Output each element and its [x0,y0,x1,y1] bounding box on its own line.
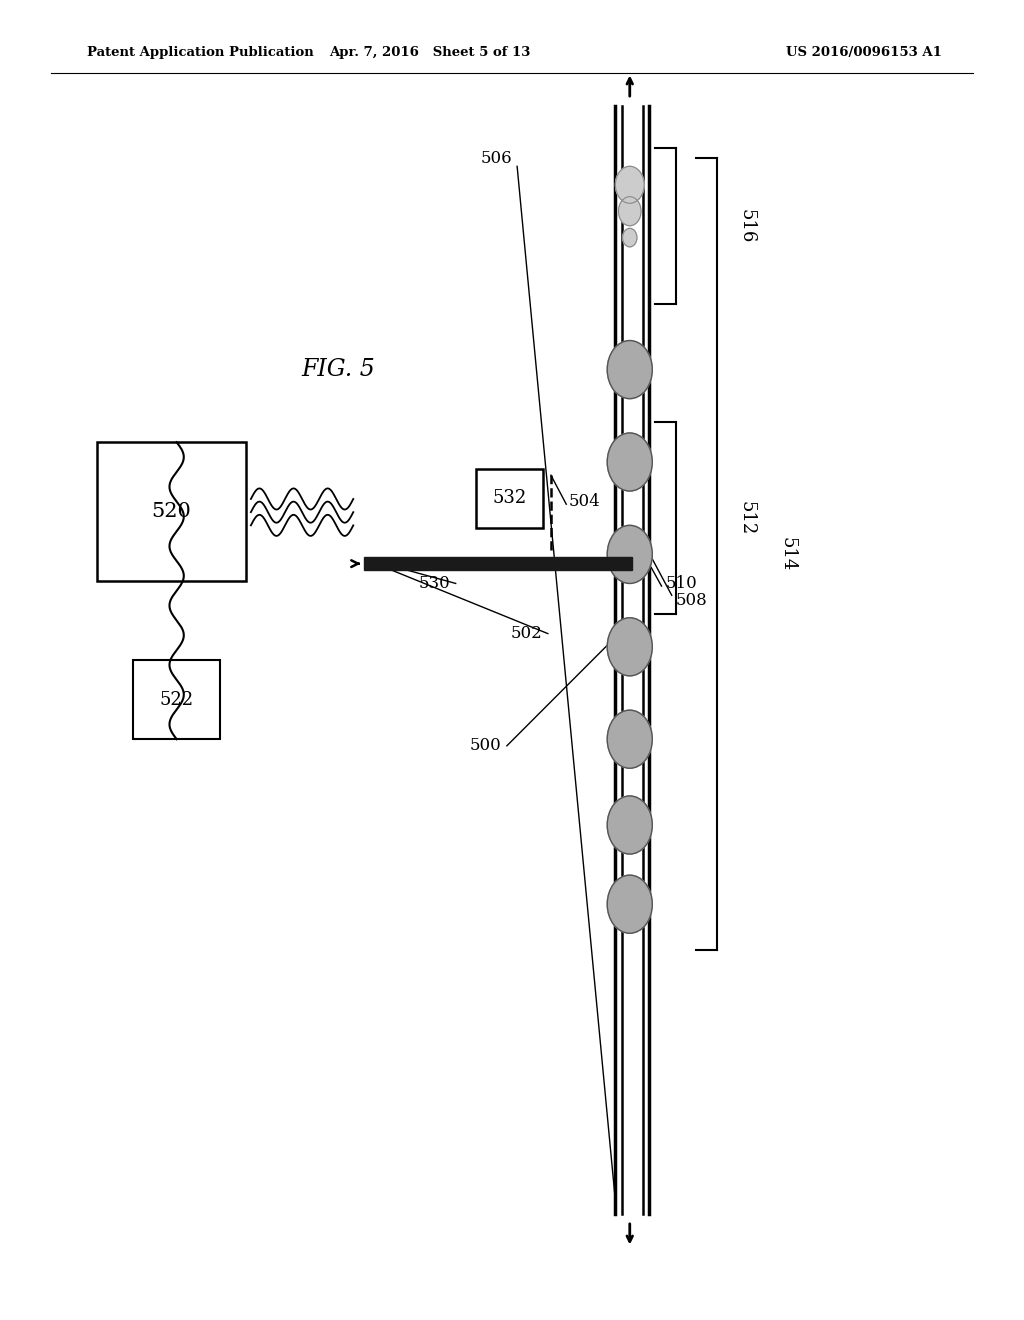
Text: 514: 514 [778,537,797,572]
Bar [133,660,220,739]
Bar [476,469,543,528]
Text: 504: 504 [568,494,600,510]
Text: 506: 506 [480,150,512,166]
Text: 532: 532 [493,490,526,507]
Circle shape [607,525,652,583]
Text: Apr. 7, 2016   Sheet 5 of 13: Apr. 7, 2016 Sheet 5 of 13 [330,46,530,59]
Text: 508: 508 [676,593,708,609]
Bar [97,442,246,581]
Text: US 2016/0096153 A1: US 2016/0096153 A1 [786,46,942,59]
Text: 520: 520 [152,502,191,521]
Bar [364,557,632,570]
Circle shape [607,618,652,676]
Text: 516: 516 [737,209,756,243]
Text: 522: 522 [160,690,194,709]
Text: 502: 502 [511,626,543,642]
Circle shape [615,166,644,203]
Text: 512: 512 [737,502,756,535]
Circle shape [607,796,652,854]
Text: Patent Application Publication: Patent Application Publication [87,46,313,59]
Circle shape [618,197,641,226]
Text: 530: 530 [419,576,451,591]
Text: FIG. 5: FIG. 5 [301,358,375,381]
Circle shape [623,228,637,247]
Circle shape [607,341,652,399]
Text: 500: 500 [470,738,502,754]
Circle shape [607,433,652,491]
Text: 510: 510 [666,576,697,591]
Circle shape [607,710,652,768]
Circle shape [607,875,652,933]
